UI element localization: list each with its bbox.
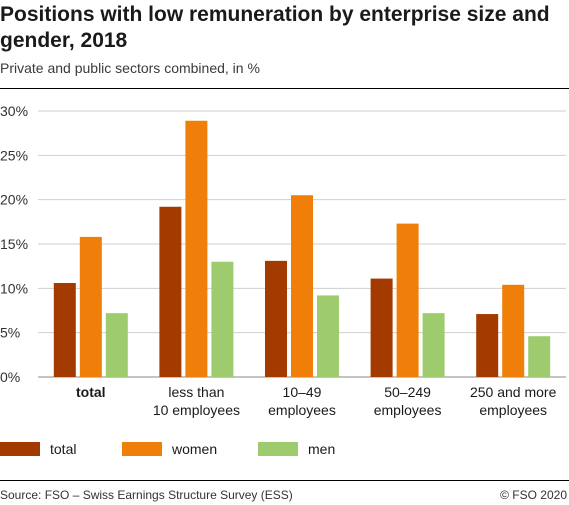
bar-men <box>528 336 551 377</box>
bar-total <box>370 278 393 377</box>
y-tick-label: 30% <box>0 103 28 119</box>
legend-label: women <box>171 441 217 457</box>
bar-men <box>317 295 339 377</box>
legend-label: men <box>308 441 335 457</box>
legend-swatch-men <box>258 442 298 456</box>
chart-subtitle: Private and public sectors combined, in … <box>0 60 260 76</box>
category-label: 50–249 <box>384 384 431 400</box>
category-label: 10–49 <box>283 384 322 400</box>
category-label: employees <box>268 402 336 418</box>
top-divider <box>0 88 569 89</box>
y-tick-label: 10% <box>0 280 28 296</box>
bar-total <box>159 206 182 377</box>
bar-women <box>79 236 102 377</box>
bar-chart: 0% 5% 10% 15% 20% 25% 30% total less than 10 empl… <box>0 103 566 457</box>
bar-total <box>265 260 287 377</box>
chart-title: Positions with low remuneration by enter… <box>0 3 550 52</box>
y-tick-label: 25% <box>0 147 28 163</box>
bar-women <box>291 195 313 377</box>
y-tick-label: 15% <box>0 236 28 252</box>
legend-label: total <box>50 441 76 457</box>
category-label: 250 and more <box>470 384 557 400</box>
y-tick-label: 20% <box>0 192 28 208</box>
category-label: employees <box>479 402 547 418</box>
y-tick-label: 5% <box>0 325 20 341</box>
bar-women <box>185 120 208 378</box>
source-note: Source: FSO – Swiss Earnings Structure S… <box>0 488 293 502</box>
bar-women <box>396 223 419 377</box>
bottom-divider <box>0 480 569 481</box>
legend-swatch-total <box>0 442 40 456</box>
bar-women <box>502 284 525 377</box>
bar-men <box>105 313 128 377</box>
category-label: less than <box>168 384 224 400</box>
bar-men <box>422 313 445 377</box>
bar-men <box>211 261 234 377</box>
category-label: total <box>76 384 106 400</box>
category-label: 10 employees <box>153 402 240 418</box>
legend-swatch-women <box>122 442 162 456</box>
bar-total <box>53 283 76 377</box>
copyright-note: © FSO 2020 <box>500 488 567 502</box>
category-label: employees <box>374 402 442 418</box>
bar-total <box>476 314 499 377</box>
y-tick-label: 0% <box>0 369 20 385</box>
